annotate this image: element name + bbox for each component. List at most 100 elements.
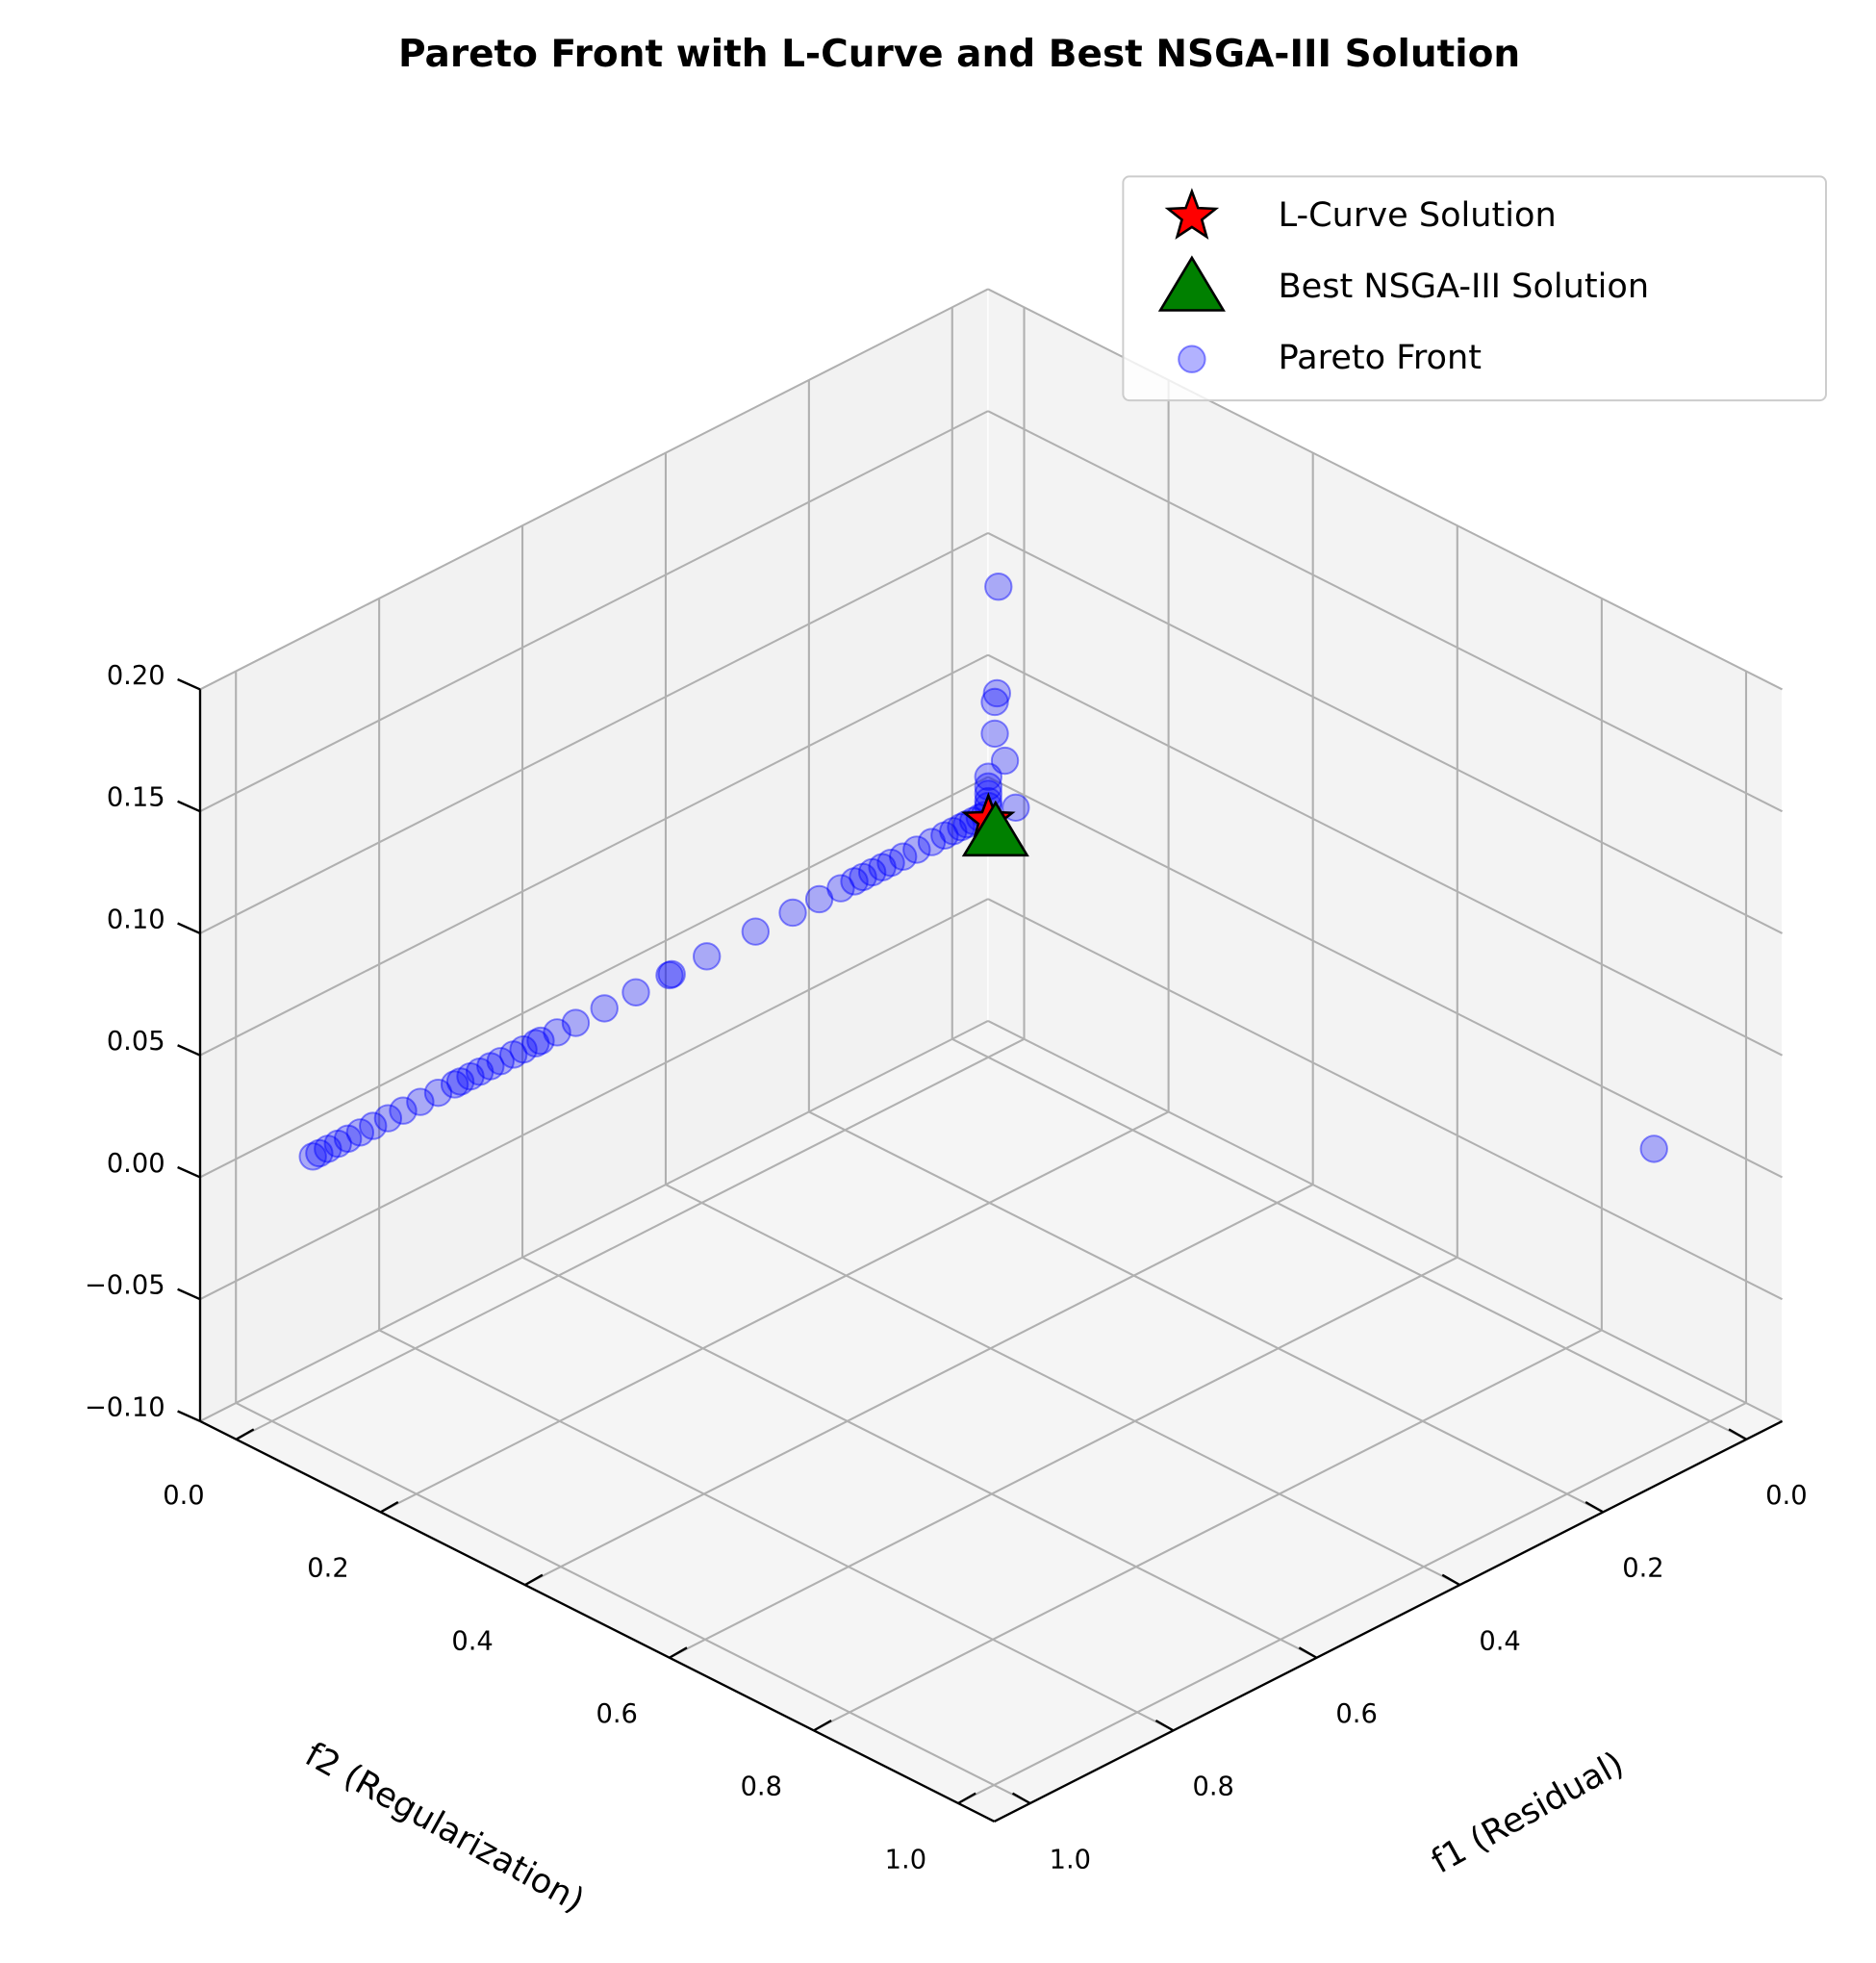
y-tick-label: 0.0 bbox=[163, 1481, 204, 1511]
y-tick-label: 0.8 bbox=[741, 1772, 782, 1802]
grid-line bbox=[987, 776, 1783, 1179]
legend-marker bbox=[1157, 255, 1226, 312]
y-tick bbox=[813, 1719, 832, 1732]
point bbox=[982, 678, 1011, 708]
grid-line bbox=[236, 1037, 1025, 1440]
z-tick bbox=[177, 1410, 201, 1422]
x-tick bbox=[1154, 1719, 1175, 1732]
point bbox=[314, 1134, 342, 1163]
grid-line bbox=[199, 531, 989, 934]
point bbox=[657, 959, 686, 989]
z-tick bbox=[177, 1287, 201, 1301]
grid-line bbox=[813, 1329, 1603, 1732]
point bbox=[974, 762, 1002, 791]
legend-marker bbox=[1164, 188, 1220, 241]
grid-line bbox=[199, 1019, 989, 1422]
point bbox=[476, 1052, 505, 1081]
y-tick-label: 0.4 bbox=[451, 1626, 493, 1656]
grid-line bbox=[199, 653, 989, 1057]
point bbox=[521, 1029, 550, 1058]
grid-line bbox=[957, 1402, 1747, 1804]
point bbox=[778, 898, 807, 928]
legend-label: L-Curve Solution bbox=[1279, 195, 1557, 235]
x-tick bbox=[1728, 1428, 1747, 1440]
grid-line bbox=[199, 288, 989, 691]
y-tick bbox=[669, 1646, 688, 1659]
grid-line bbox=[987, 653, 1783, 1057]
point bbox=[406, 1087, 435, 1116]
z-tick bbox=[177, 1044, 201, 1057]
point bbox=[868, 853, 897, 881]
point bbox=[804, 884, 834, 914]
point bbox=[305, 1138, 334, 1168]
y-axis-line bbox=[199, 1419, 996, 1823]
point bbox=[876, 848, 905, 878]
point bbox=[543, 1018, 571, 1047]
point bbox=[423, 1078, 453, 1108]
x-axis-label: f1 (Residual) bbox=[1425, 1744, 1630, 1881]
point bbox=[465, 1058, 494, 1086]
point bbox=[298, 1142, 327, 1171]
point bbox=[526, 1026, 555, 1056]
point bbox=[509, 1034, 538, 1064]
point bbox=[961, 800, 1029, 857]
legend-marker bbox=[1178, 344, 1206, 373]
x-tick bbox=[1584, 1501, 1604, 1514]
legend-box bbox=[1122, 175, 1827, 402]
point bbox=[858, 857, 887, 887]
legend-label: Pareto Front bbox=[1279, 338, 1482, 377]
point bbox=[345, 1118, 375, 1147]
point bbox=[826, 874, 855, 903]
point bbox=[917, 828, 947, 856]
x-tick bbox=[1441, 1573, 1461, 1587]
z-tick-label: 0.10 bbox=[107, 905, 165, 934]
point bbox=[902, 835, 931, 864]
y-tick bbox=[524, 1573, 544, 1587]
y-tick-label: 1.0 bbox=[885, 1845, 926, 1874]
x-tick-label: 0.8 bbox=[1193, 1772, 1234, 1802]
z-tick-label: −0.10 bbox=[85, 1392, 165, 1422]
point bbox=[389, 1096, 418, 1125]
point bbox=[359, 1111, 388, 1140]
point bbox=[621, 978, 650, 1007]
point bbox=[333, 1124, 363, 1153]
grid-line bbox=[521, 1256, 1318, 1659]
y-axis-label: f2 (Regularization) bbox=[298, 1735, 591, 1921]
z-tick-label: −0.05 bbox=[85, 1271, 165, 1301]
point bbox=[990, 746, 1020, 776]
grid-line bbox=[378, 1329, 1175, 1732]
z-tick-label: 0.15 bbox=[107, 783, 165, 813]
point bbox=[980, 687, 1009, 717]
x-tick-label: 0.6 bbox=[1335, 1699, 1377, 1729]
grid-line bbox=[199, 898, 989, 1301]
z-tick-label: 0.05 bbox=[107, 1027, 165, 1057]
z-tick bbox=[177, 1165, 201, 1179]
point bbox=[840, 867, 869, 896]
y-tick-label: 0.6 bbox=[596, 1699, 637, 1729]
point bbox=[693, 942, 722, 971]
point bbox=[849, 862, 877, 892]
grid-line bbox=[987, 410, 1783, 813]
point bbox=[889, 842, 918, 871]
marks bbox=[298, 573, 1668, 1171]
point bbox=[590, 994, 619, 1023]
grid-line bbox=[987, 288, 1783, 691]
grid bbox=[199, 288, 1783, 1804]
y-tick bbox=[380, 1501, 399, 1514]
grid-line bbox=[951, 1037, 1747, 1440]
grid-line bbox=[808, 1110, 1604, 1514]
chart-title: Pareto Front with L-Curve and Best NSGA-… bbox=[398, 33, 1520, 76]
point bbox=[984, 573, 1013, 601]
z-tick bbox=[177, 800, 201, 813]
point bbox=[939, 817, 968, 846]
z-tick bbox=[177, 922, 201, 934]
grid-line bbox=[987, 1019, 1783, 1422]
grid-line bbox=[665, 1184, 1460, 1587]
point bbox=[561, 1008, 591, 1037]
y-tick bbox=[235, 1428, 255, 1440]
point bbox=[930, 821, 959, 850]
point bbox=[980, 719, 1009, 749]
z-tick-label: 0.20 bbox=[107, 661, 165, 691]
point bbox=[486, 1047, 515, 1076]
